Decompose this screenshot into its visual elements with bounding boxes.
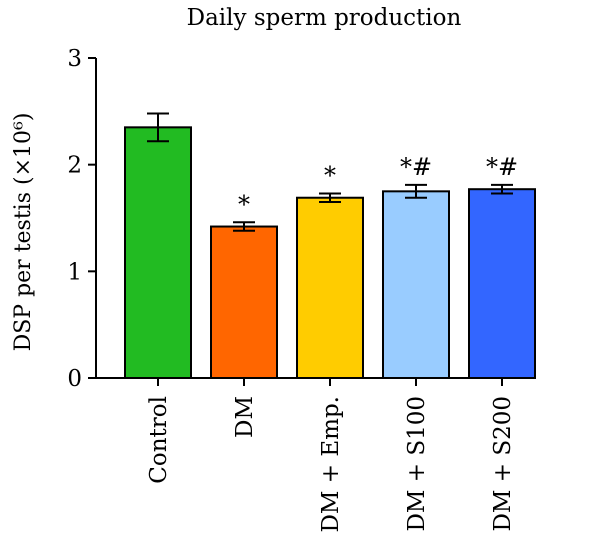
- x-tick-label: Control: [146, 396, 172, 484]
- significance-label: *: [238, 190, 250, 218]
- plot-area: 0 1 2 3 Control * DM * DM + Emp. *# DM + S100 *# DM …: [67, 46, 536, 533]
- x-tick-label: DM + Emp.: [318, 396, 344, 533]
- chart-title: Daily sperm production: [187, 5, 462, 31]
- y-tick-label: 3: [67, 46, 82, 72]
- bar: [468, 188, 536, 379]
- significance-label: *#: [486, 153, 518, 181]
- y-axis-label: DSP per testis (×10⁶): [11, 113, 36, 352]
- bar: [382, 190, 450, 379]
- significance-label: *#: [400, 153, 432, 181]
- x-tick-label: DM + S200: [490, 396, 516, 532]
- bar: [296, 196, 364, 379]
- x-tick-label: DM + S100: [404, 396, 430, 532]
- x-tick-label: DM: [232, 396, 258, 438]
- y-tick-label: 1: [67, 259, 82, 285]
- bar: [210, 225, 278, 379]
- bar: [124, 126, 192, 380]
- significance-label: *: [324, 161, 336, 189]
- y-tick-label: 0: [67, 366, 82, 392]
- y-tick-label: 2: [67, 153, 82, 179]
